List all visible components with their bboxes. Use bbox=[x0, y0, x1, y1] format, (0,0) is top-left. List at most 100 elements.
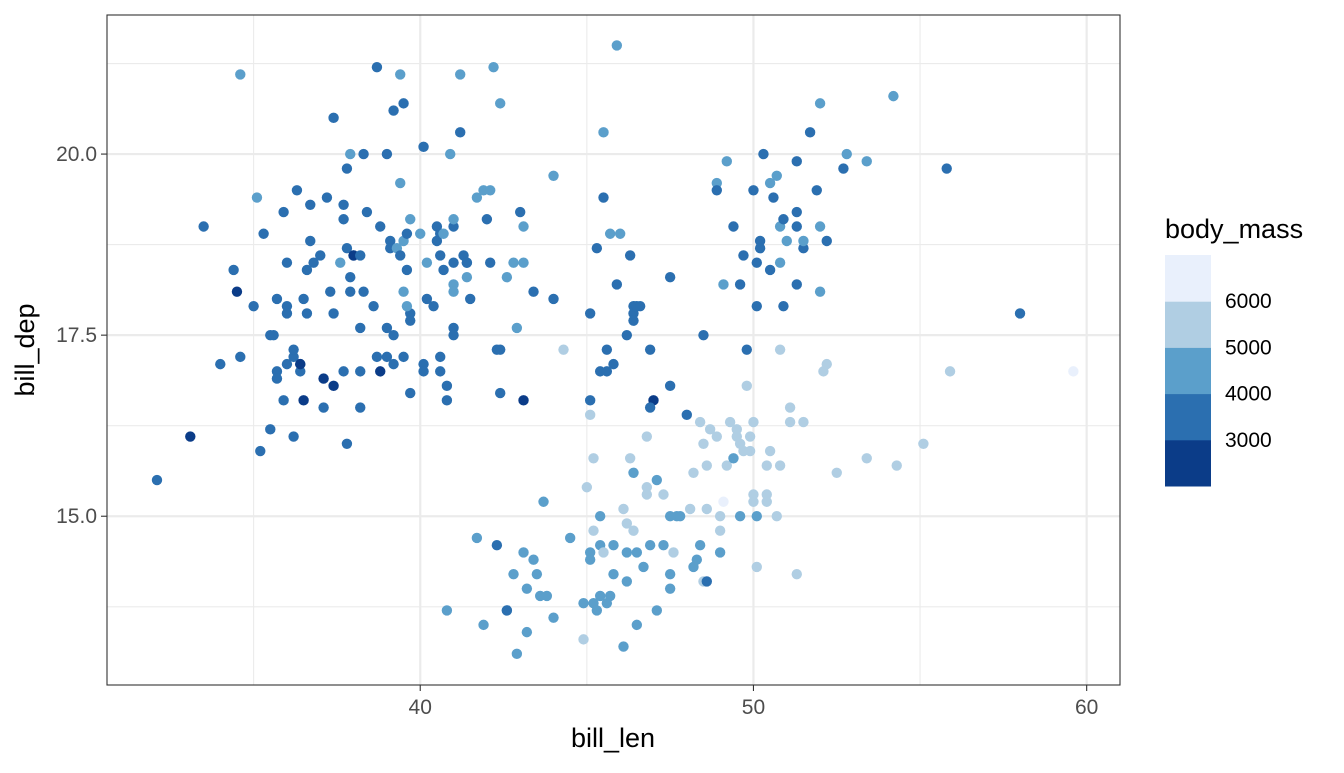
data-point bbox=[381, 322, 393, 334]
x-tick-label: 40 bbox=[409, 696, 432, 719]
data-point bbox=[328, 308, 339, 319]
data-point bbox=[891, 460, 902, 471]
data-point bbox=[418, 358, 429, 370]
data-point bbox=[748, 489, 759, 500]
data-point bbox=[798, 416, 809, 428]
data-point bbox=[674, 511, 686, 522]
legend-color-key bbox=[1165, 255, 1211, 302]
data-point bbox=[608, 540, 619, 551]
data-point bbox=[548, 293, 559, 305]
data-point bbox=[718, 279, 729, 290]
data-point bbox=[151, 474, 163, 486]
legend-color-key bbox=[1165, 347, 1211, 395]
data-point bbox=[628, 467, 639, 478]
data-point bbox=[558, 344, 569, 355]
data-point bbox=[658, 489, 669, 500]
data-point bbox=[401, 300, 413, 312]
data-point bbox=[495, 98, 506, 109]
legend: body_mass 3000 4000 5000 6000 bbox=[1165, 214, 1303, 487]
data-point bbox=[271, 293, 283, 305]
data-point bbox=[298, 395, 309, 406]
data-point bbox=[295, 358, 306, 370]
data-point bbox=[621, 518, 633, 529]
data-point bbox=[751, 511, 762, 522]
data-point bbox=[518, 221, 529, 232]
data-point bbox=[288, 351, 299, 363]
data-point bbox=[798, 243, 809, 254]
data-point bbox=[811, 185, 822, 196]
data-point bbox=[235, 351, 246, 363]
data-point bbox=[295, 366, 306, 377]
data-point bbox=[624, 250, 636, 261]
plot-background bbox=[107, 15, 1120, 685]
data-point bbox=[235, 69, 246, 80]
data-point bbox=[371, 61, 383, 73]
data-point bbox=[355, 366, 366, 377]
data-point bbox=[584, 554, 596, 565]
data-point bbox=[751, 300, 762, 312]
data-point bbox=[215, 358, 226, 370]
data-point bbox=[651, 605, 663, 616]
data-point bbox=[281, 300, 293, 312]
data-point bbox=[744, 431, 756, 442]
data-point bbox=[265, 424, 276, 435]
data-point bbox=[488, 61, 499, 73]
data-point bbox=[305, 199, 316, 210]
data-point bbox=[305, 235, 316, 247]
data-point bbox=[318, 402, 329, 413]
data-point bbox=[531, 568, 543, 580]
data-point bbox=[355, 402, 366, 413]
data-point bbox=[381, 148, 393, 160]
data-point bbox=[764, 445, 776, 457]
data-point bbox=[448, 322, 459, 334]
data-point bbox=[601, 344, 613, 355]
data-point bbox=[291, 185, 303, 196]
data-point bbox=[328, 112, 339, 124]
data-point bbox=[198, 221, 209, 232]
data-point bbox=[361, 206, 373, 218]
data-point bbox=[338, 199, 349, 210]
data-point bbox=[748, 496, 759, 507]
data-point bbox=[601, 366, 613, 377]
data-point bbox=[694, 416, 706, 428]
data-point bbox=[644, 402, 656, 413]
data-point bbox=[781, 235, 792, 247]
data-point bbox=[604, 228, 616, 239]
data-point bbox=[471, 532, 483, 544]
data-point bbox=[784, 402, 796, 413]
data-point bbox=[751, 561, 762, 573]
data-point bbox=[728, 453, 739, 464]
data-point bbox=[388, 329, 399, 341]
data-point bbox=[598, 127, 609, 138]
legend-break-label: 6000 bbox=[1225, 290, 1272, 313]
data-point bbox=[271, 366, 283, 377]
data-point bbox=[751, 257, 762, 268]
data-point bbox=[741, 380, 752, 392]
data-point bbox=[441, 380, 453, 392]
data-point bbox=[415, 228, 426, 239]
data-point bbox=[355, 250, 366, 261]
data-point bbox=[698, 329, 709, 341]
data-point bbox=[764, 177, 776, 189]
data-point bbox=[231, 286, 243, 297]
data-point bbox=[445, 148, 456, 160]
points bbox=[151, 40, 1079, 660]
data-point bbox=[748, 185, 759, 196]
data-point bbox=[521, 583, 533, 594]
data-point bbox=[271, 373, 283, 384]
data-point bbox=[448, 279, 459, 290]
legend-color-key bbox=[1165, 301, 1211, 348]
data-point bbox=[608, 358, 619, 370]
data-point bbox=[448, 257, 459, 268]
data-point bbox=[491, 540, 503, 551]
data-point bbox=[325, 286, 336, 297]
legend-break-label: 5000 bbox=[1225, 336, 1272, 359]
data-point bbox=[711, 177, 722, 189]
data-point bbox=[288, 344, 299, 355]
data-point bbox=[381, 351, 393, 363]
data-point bbox=[634, 300, 646, 312]
data-point bbox=[754, 235, 766, 247]
data-point bbox=[604, 590, 616, 602]
data-point bbox=[761, 460, 772, 471]
data-point bbox=[358, 148, 369, 160]
